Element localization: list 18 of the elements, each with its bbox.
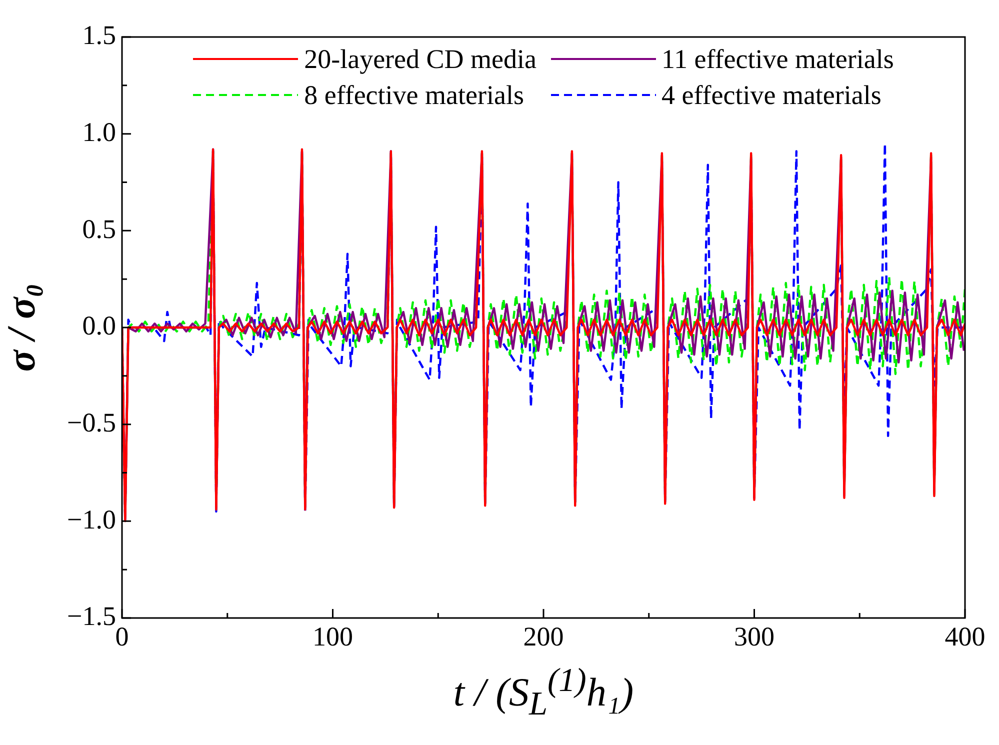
x-tick-label: 100 bbox=[312, 621, 353, 652]
y-tick-label: 0.5 bbox=[82, 214, 116, 244]
y-axis-title: σ / σ₀ bbox=[0, 283, 44, 372]
legend-label: 11 effective materials bbox=[662, 43, 894, 76]
x-axis-title: t / (S$_{L}$$^{(1)}$h₁) bbox=[453, 662, 634, 724]
x-tick-label: 0 bbox=[115, 621, 129, 652]
x-tick-label: 400 bbox=[944, 621, 986, 652]
y-tick-label: −1.5 bbox=[67, 601, 116, 632]
legend-label: 4 effective materials bbox=[662, 79, 882, 112]
y-tick-label: 1.5 bbox=[82, 20, 116, 50]
y-tick-label: 1.0 bbox=[82, 116, 116, 147]
x-tick-label: 300 bbox=[734, 621, 774, 652]
y-tick-label: −1.0 bbox=[67, 504, 116, 534]
legend-label: 20-layered CD media bbox=[304, 43, 537, 76]
y-tick-label: −0.5 bbox=[67, 407, 116, 438]
x-tick-label: 200 bbox=[523, 621, 564, 652]
legend-label: 8 effective materials bbox=[304, 79, 524, 112]
y-tick-label: 0.0 bbox=[82, 310, 116, 341]
